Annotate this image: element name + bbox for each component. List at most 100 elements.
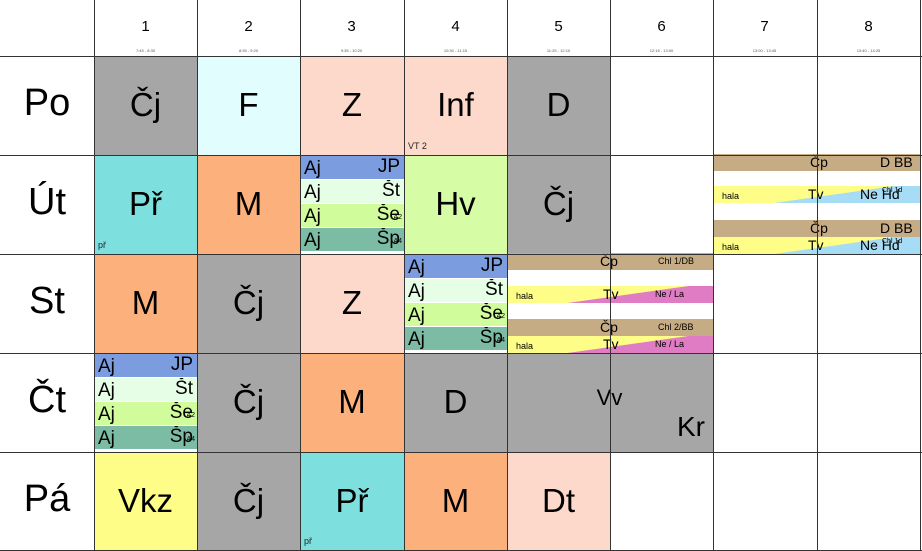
lesson-cell[interactable]: Inf VT 2 bbox=[404, 56, 507, 155]
group-teacher: Še bbox=[479, 303, 503, 324]
parallel-lesson-strip[interactable]: Čp D BB bbox=[713, 154, 920, 171]
parallel-lesson-strip[interactable]: Čp D BB bbox=[713, 220, 920, 237]
lesson-cell[interactable]: Z bbox=[300, 56, 404, 155]
group-teacher: Šp bbox=[169, 426, 193, 447]
group-teacher: JP bbox=[377, 156, 400, 177]
period-number: 8 bbox=[864, 18, 873, 35]
lesson-cell[interactable]: Čj bbox=[197, 353, 300, 452]
period-time: 11:25 - 12:10 bbox=[546, 48, 571, 53]
strip-subject: Tv bbox=[808, 186, 824, 202]
lesson-cell[interactable]: D bbox=[507, 56, 610, 155]
lesson-cell[interactable]: Př př bbox=[94, 155, 197, 254]
grid-line-vertical bbox=[713, 0, 714, 551]
strip-tag: Chl 1d bbox=[882, 187, 903, 194]
grid-line-vertical bbox=[404, 0, 405, 551]
period-time: 13:00 - 13:45 bbox=[752, 48, 777, 53]
grid-line-vertical bbox=[507, 0, 508, 551]
group-lesson-row[interactable]: Aj Še A2 bbox=[300, 203, 404, 227]
group-subject: Aj bbox=[98, 428, 115, 449]
lesson-cell[interactable]: Čj bbox=[507, 155, 610, 254]
grid-line-vertical bbox=[920, 0, 921, 551]
strip-teacher: Ne Hd bbox=[860, 186, 900, 202]
period-number: 5 bbox=[554, 18, 563, 35]
group-subject: Aj bbox=[304, 182, 321, 203]
lesson-room-note: př bbox=[98, 240, 107, 250]
group-lesson-row[interactable]: Aj Št bbox=[404, 278, 507, 302]
grid-line-horizontal bbox=[0, 155, 922, 156]
group-lesson-row[interactable]: Aj Št bbox=[94, 377, 197, 401]
lesson-cell[interactable]: Hv bbox=[404, 155, 507, 254]
group-lesson-row[interactable]: Aj Šp A4 bbox=[94, 425, 197, 449]
grid-line-vertical bbox=[94, 0, 95, 551]
period-time: 13:40 - 14:25 bbox=[856, 48, 881, 53]
lesson-cell[interactable]: Vkz bbox=[94, 452, 197, 550]
group-lesson-row[interactable]: Aj Šp A4 bbox=[300, 227, 404, 251]
period-number: 1 bbox=[141, 18, 150, 35]
group-teacher: Šp bbox=[479, 327, 503, 348]
day-label: Út bbox=[28, 181, 66, 223]
strip-teacher: D BB bbox=[880, 220, 913, 236]
lesson-cell[interactable]: Dt bbox=[507, 452, 610, 550]
lesson-cell[interactable]: F bbox=[197, 56, 300, 155]
period-time: 10:30 - 11:15 bbox=[443, 48, 468, 53]
group-subject: Aj bbox=[304, 206, 321, 227]
group-subject: Aj bbox=[408, 305, 425, 326]
period-number: 3 bbox=[347, 18, 356, 35]
parallel-lesson-strip[interactable]: Tv Ne Hd hala Chl 1d bbox=[713, 237, 920, 254]
lesson-label: M bbox=[338, 383, 366, 420]
grid-line-vertical bbox=[817, 0, 818, 551]
group-lesson-row[interactable]: Aj Še A2 bbox=[404, 302, 507, 326]
strip-room: hala bbox=[722, 242, 740, 252]
lesson-label: Čj bbox=[232, 284, 265, 321]
parallel-lesson-strip[interactable]: Tv Ne Hd hala Chl 1d bbox=[713, 186, 920, 203]
lesson-cell[interactable]: M bbox=[94, 254, 197, 353]
group-lesson-row[interactable]: Aj Šp A4 bbox=[404, 326, 507, 350]
strip-subject: Čp bbox=[600, 319, 618, 335]
lesson-cell[interactable]: Z bbox=[300, 254, 404, 353]
group-lesson-row[interactable]: Aj JP bbox=[94, 353, 197, 377]
lesson-label: Inf bbox=[437, 86, 474, 123]
group-lesson-row[interactable]: Aj JP bbox=[300, 155, 404, 179]
group-tag: A4 bbox=[496, 337, 505, 344]
strip-subject: Čp bbox=[600, 253, 618, 269]
lesson-cell[interactable]: Čj bbox=[94, 56, 197, 155]
lesson-label: Vkz bbox=[117, 482, 173, 519]
lesson-cell[interactable]: M bbox=[197, 155, 300, 254]
lesson-cell[interactable]: Čj bbox=[197, 452, 300, 550]
lesson-cell[interactable]: Čj bbox=[197, 254, 300, 353]
group-subject: Aj bbox=[98, 356, 115, 377]
strip-teacher: Chl 2/BB bbox=[658, 322, 694, 332]
period-number: 6 bbox=[657, 18, 666, 35]
group-teacher: Šp bbox=[376, 228, 400, 249]
lesson-cell[interactable]: M bbox=[300, 353, 404, 452]
lesson-cell[interactable]: M bbox=[404, 452, 507, 550]
grid-line-vertical bbox=[610, 0, 611, 551]
group-lesson-row[interactable]: Aj Še A2 bbox=[94, 401, 197, 425]
grid-line-vertical bbox=[197, 0, 198, 551]
group-lesson-row[interactable]: Aj Št bbox=[300, 179, 404, 203]
group-teacher: Še bbox=[376, 204, 400, 225]
group-teacher: Še bbox=[169, 402, 193, 423]
strip-teacher: Ne / La bbox=[655, 289, 685, 299]
strip-teacher: Ne Hd bbox=[860, 237, 900, 253]
period-number: 2 bbox=[244, 18, 253, 35]
lesson-label: Čj bbox=[232, 383, 265, 420]
group-tag: A4 bbox=[393, 238, 402, 245]
lesson-label: M bbox=[234, 185, 263, 222]
period-time: 9:35 - 10:20 bbox=[340, 48, 363, 53]
group-tag: A2 bbox=[186, 412, 195, 419]
group-teacher: Št bbox=[382, 180, 400, 201]
group-subject: Aj bbox=[408, 281, 425, 302]
lesson-label: D bbox=[546, 86, 571, 123]
period-time: 12:15 - 13:00 bbox=[649, 48, 674, 53]
lesson-label: Čj bbox=[232, 482, 265, 519]
group-tag: A4 bbox=[186, 436, 195, 443]
lesson-cell[interactable]: D bbox=[404, 353, 507, 452]
lesson-label: Dt bbox=[542, 482, 575, 519]
lesson-room-note: př bbox=[304, 536, 313, 546]
grid-line-horizontal bbox=[0, 56, 922, 57]
lesson-cell[interactable]: Př př bbox=[300, 452, 404, 550]
strip-teacher: Ne / La bbox=[655, 339, 685, 349]
group-lesson-row[interactable]: Aj JP bbox=[404, 254, 507, 278]
